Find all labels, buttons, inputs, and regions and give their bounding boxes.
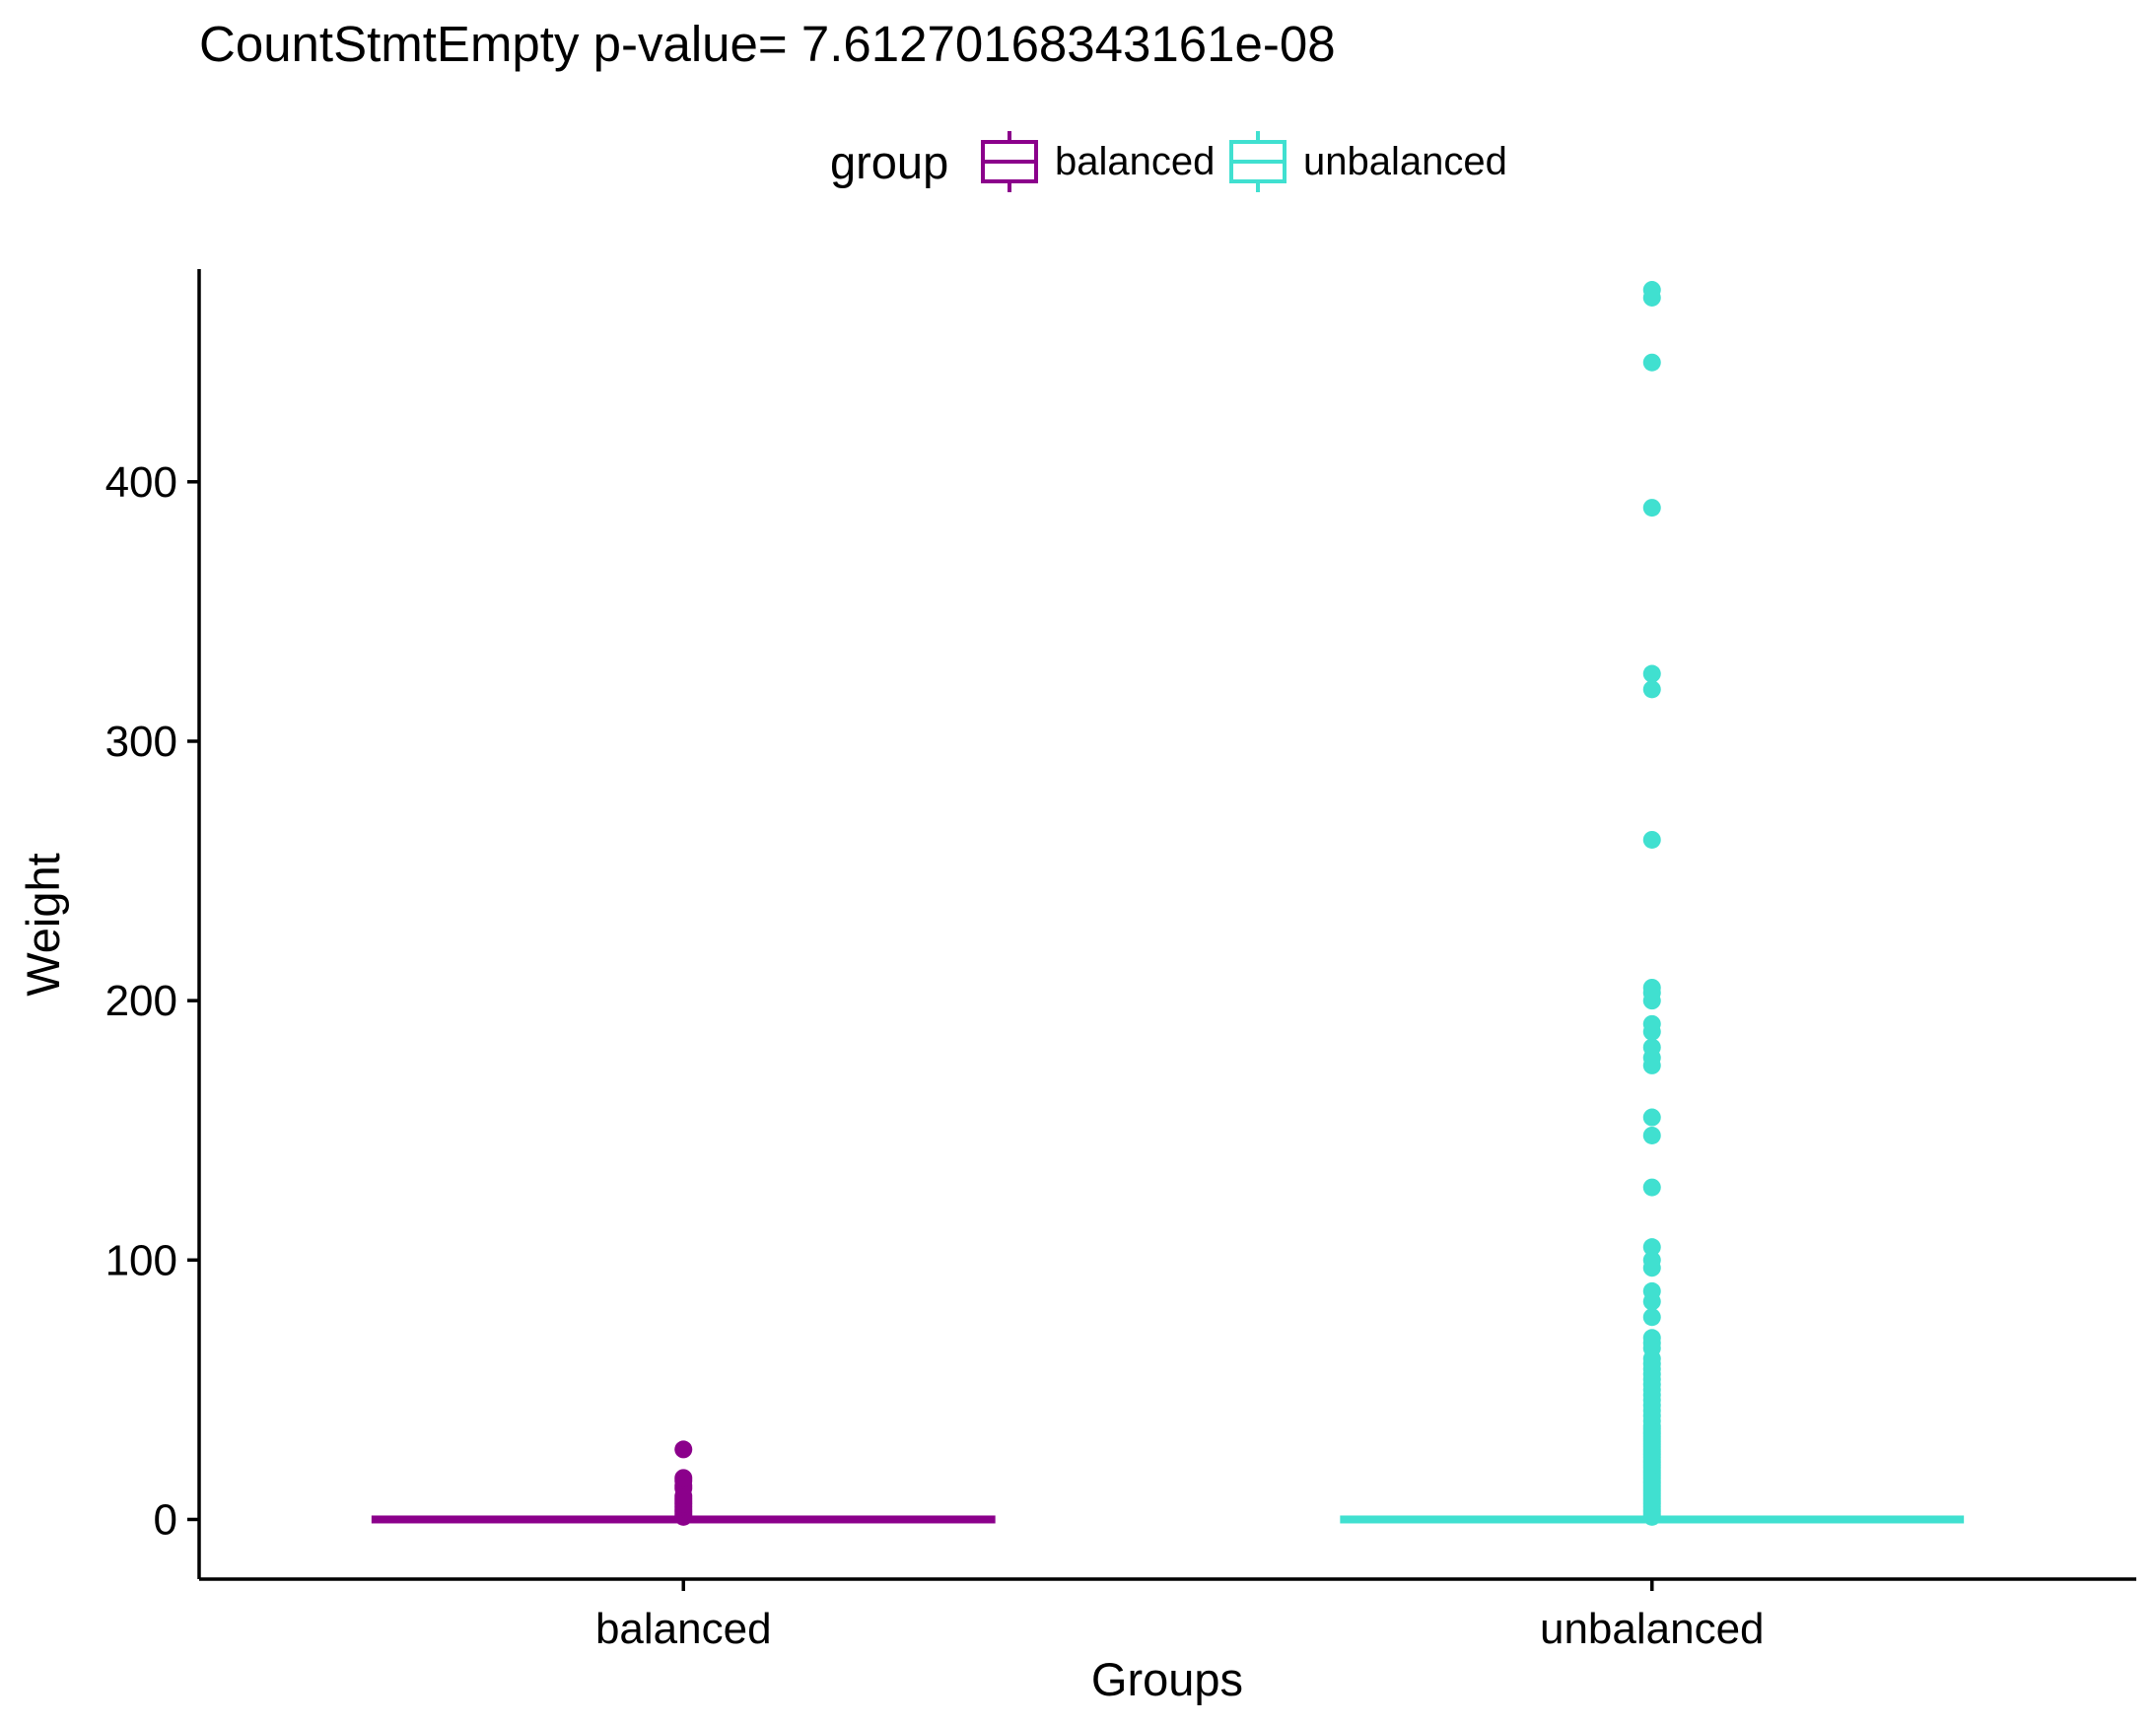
- chart-title: CountStmtEmpty p-value= 7.61270168343161…: [199, 16, 1336, 72]
- outlier-point: [1642, 1251, 1661, 1270]
- outlier-point: [1642, 1281, 1661, 1300]
- outlier-point: [1642, 353, 1661, 372]
- outlier-point: [674, 1469, 693, 1487]
- y-axis-ticks: 0 100 200 300 400: [105, 458, 199, 1544]
- outlier-point: [1642, 680, 1661, 699]
- box-group-balanced: [371, 1440, 996, 1526]
- box-group-unbalanced: [1340, 281, 1965, 1526]
- y-tick-label: 100: [105, 1236, 177, 1284]
- legend-key-balanced: [981, 131, 1038, 192]
- outlier-point: [1642, 1329, 1661, 1347]
- legend-key-unbalanced: [1229, 131, 1287, 192]
- y-tick-label: 300: [105, 718, 177, 766]
- y-axis-label: Weight: [17, 853, 69, 996]
- x-axis-ticks: balanced unbalanced: [595, 1579, 1765, 1653]
- plot-marks: [371, 281, 1965, 1526]
- outlier-point: [1642, 1038, 1661, 1057]
- outlier-point: [1642, 1108, 1661, 1127]
- legend-label-unbalanced: unbalanced: [1303, 140, 1507, 183]
- outlier-point: [1642, 1014, 1661, 1033]
- legend-label-balanced: balanced: [1055, 140, 1215, 183]
- x-tick-label: balanced: [595, 1605, 772, 1653]
- outlier-point: [1642, 978, 1661, 997]
- legend-title: group: [830, 136, 948, 188]
- y-tick-label: 400: [105, 458, 177, 507]
- outlier-point: [674, 1440, 693, 1459]
- x-axis-label: Groups: [1091, 1653, 1243, 1705]
- outlier-point: [1642, 499, 1661, 518]
- outlier-point: [1642, 1238, 1661, 1257]
- outlier-point: [1642, 830, 1661, 849]
- outlier-point: [1642, 281, 1661, 300]
- y-tick-label: 200: [105, 977, 177, 1025]
- outlier-point: [1642, 664, 1661, 683]
- x-tick-label: unbalanced: [1540, 1605, 1765, 1653]
- outlier-point: [1642, 1178, 1661, 1197]
- outlier-point: [1642, 1308, 1661, 1327]
- legend: group balanced unbalanced: [830, 131, 1507, 192]
- outlier-point: [1642, 1126, 1661, 1144]
- y-tick-label: 0: [154, 1495, 177, 1544]
